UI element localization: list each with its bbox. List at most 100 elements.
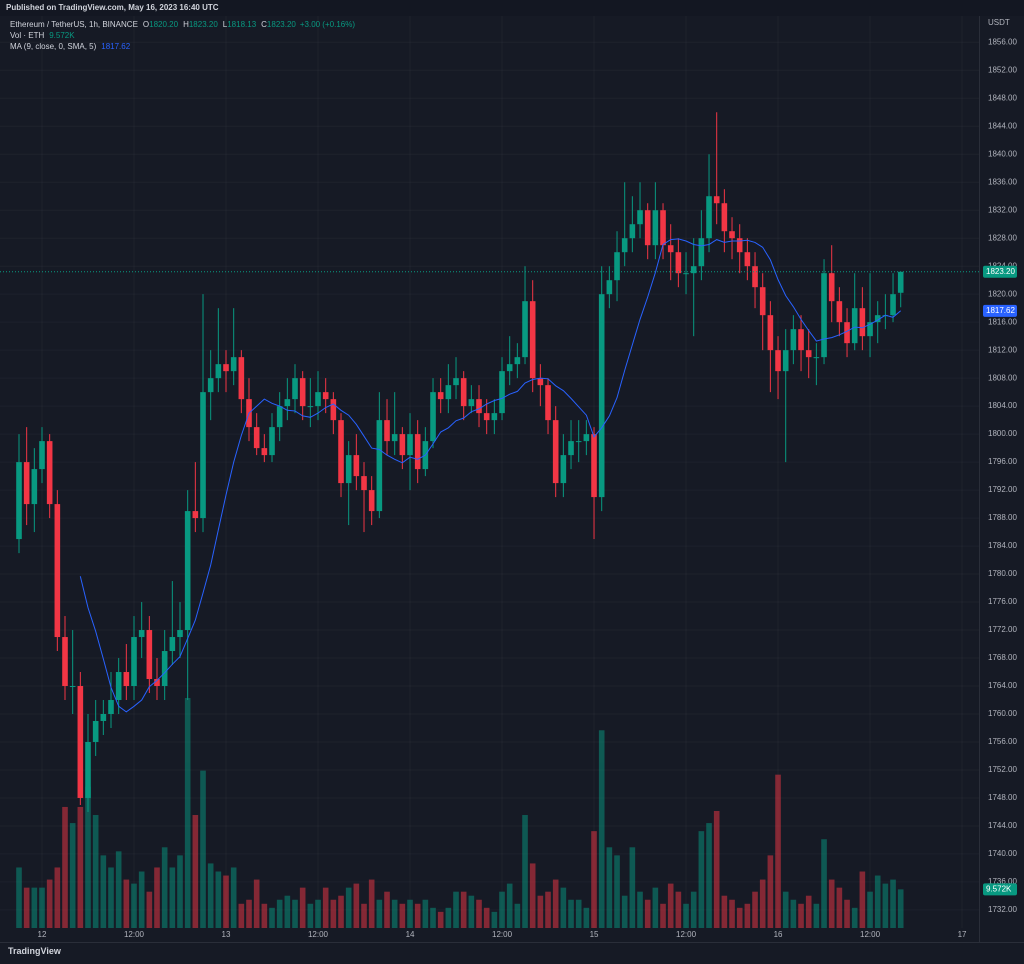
ma-line	[79, 238, 902, 713]
candle-body	[614, 252, 620, 281]
volume-bar	[675, 891, 682, 928]
y-tick-label: 1736.00	[988, 877, 1017, 886]
candle-body	[522, 301, 528, 358]
volume-bar	[897, 889, 904, 928]
candle-body	[299, 378, 306, 407]
y-tick-label: 1836.00	[988, 177, 1017, 186]
volume-bar	[100, 855, 107, 928]
y-tick-label: 1828.00	[988, 233, 1017, 242]
volume-bar	[39, 887, 45, 928]
volume-bar	[338, 895, 344, 928]
volume-bar	[77, 806, 84, 928]
volume-bar	[253, 879, 260, 928]
ohlc-key: L	[222, 20, 228, 29]
candle-body	[269, 427, 275, 456]
y-tick-label: 1776.00	[988, 597, 1017, 606]
candle-body	[667, 245, 674, 253]
volume-bar	[836, 887, 843, 928]
candle-body	[123, 672, 130, 687]
price-tag-bg	[983, 265, 1017, 278]
y-tick-label: 1744.00	[988, 821, 1017, 830]
volume-bar	[345, 887, 352, 928]
symbol: Ethereum / TetherUS, 1h, BINANCE	[10, 20, 138, 29]
volume-bar	[353, 883, 360, 928]
volume-bar	[69, 823, 76, 928]
volume-bar	[690, 891, 697, 928]
volume-bar	[184, 698, 191, 928]
volume-bar	[522, 815, 528, 928]
volume-bar	[299, 887, 306, 928]
y-tick-label: 1760.00	[988, 709, 1017, 718]
candle-body	[859, 308, 866, 337]
volume-bar	[169, 867, 176, 928]
change: +3.00 (+0.16%)	[299, 20, 355, 29]
y-tick-label: 1820.00	[988, 289, 1017, 298]
ma-tag-bg	[983, 304, 1017, 317]
volume-bar	[667, 883, 674, 928]
candle-body	[31, 469, 38, 505]
ma-tag: 1817.62	[986, 306, 1015, 315]
volume-bar	[529, 863, 536, 928]
candle-body	[821, 273, 827, 358]
volume-bar	[368, 879, 375, 928]
x-tick-label: 12:00	[492, 930, 513, 939]
volume-bar	[660, 903, 666, 928]
volume-bar	[591, 831, 597, 928]
volume-bar	[460, 891, 467, 928]
candle-body	[200, 392, 206, 519]
y-tick-label: 1792.00	[988, 485, 1017, 494]
volume-bar	[476, 899, 482, 928]
candle-body	[851, 308, 858, 344]
volume-bar	[805, 895, 812, 928]
currency: USDT	[988, 18, 1010, 27]
volume-bar	[154, 867, 160, 928]
volume-bar	[322, 887, 329, 928]
y-tick-label: 1808.00	[988, 373, 1017, 382]
candle-body	[146, 630, 153, 680]
volume-bar	[437, 911, 444, 928]
candle-body	[223, 364, 229, 372]
candle-body	[591, 434, 597, 498]
y-tick-label: 1768.00	[988, 653, 1017, 662]
candle-body	[430, 392, 436, 442]
candle-body	[828, 273, 835, 302]
volume-tag-bg	[983, 883, 1017, 896]
candle-body	[813, 357, 820, 359]
volume-bar	[744, 903, 751, 928]
candle-body	[361, 476, 367, 491]
y-tick-label: 1804.00	[988, 401, 1017, 410]
y-tick-label: 1800.00	[988, 429, 1017, 438]
y-tick-label: 1752.00	[988, 765, 1017, 774]
volume-bar	[261, 903, 268, 928]
volume-bar	[215, 871, 222, 928]
volume-bar	[207, 863, 214, 928]
volume-layer	[16, 698, 904, 928]
volume-bar	[514, 903, 521, 928]
candle-body	[407, 434, 413, 456]
volume-bar	[844, 899, 850, 928]
candle-body	[560, 455, 567, 484]
volume-bar	[752, 891, 758, 928]
volume-bar	[759, 879, 766, 928]
y-tick-label: 1784.00	[988, 541, 1017, 550]
volume-bar	[399, 903, 406, 928]
volume-bar	[177, 855, 183, 928]
candle-body	[62, 637, 68, 687]
candle-body	[867, 322, 873, 337]
candle-body	[161, 651, 168, 687]
volume-bar	[859, 871, 866, 928]
volume-bar	[192, 815, 199, 928]
candle-body	[16, 462, 22, 540]
volume-bar	[560, 887, 567, 928]
candle-body	[315, 392, 321, 407]
candle-body	[77, 686, 84, 798]
published: Published on TradingView.com, May 16, 20…	[6, 3, 219, 12]
volume-bar	[422, 899, 429, 928]
volume-bar	[85, 786, 91, 928]
volume-bar	[583, 907, 590, 928]
volume-bar	[499, 891, 505, 928]
volume-bar	[729, 899, 735, 928]
volume-bar	[813, 903, 820, 928]
candle-body	[775, 350, 781, 372]
volume-bar	[131, 883, 137, 928]
